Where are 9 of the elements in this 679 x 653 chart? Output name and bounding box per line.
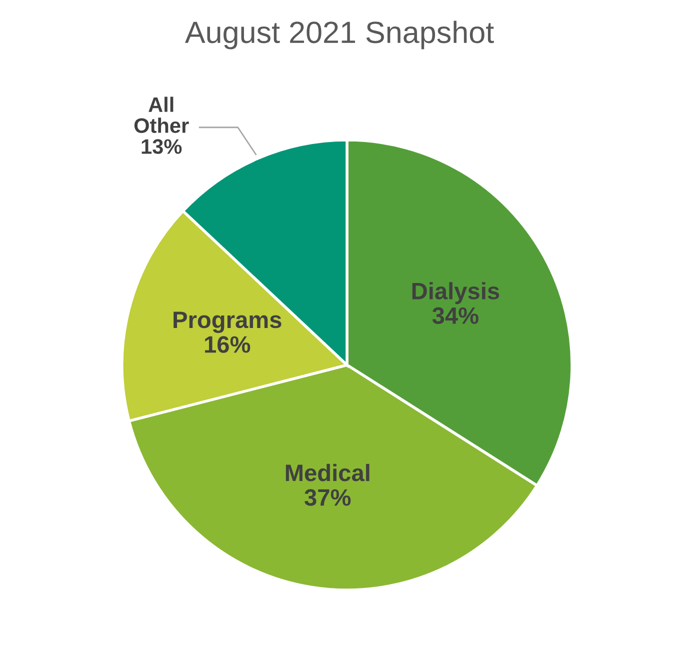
slice-label: Medical — [286, 464, 370, 482]
slice-label: Dialysis — [412, 282, 500, 304]
data-label: 16% — [204, 336, 250, 353]
slice-label: All Other — [134, 96, 189, 133]
chart-title: August 2021 Snapshot — [184, 20, 494, 50]
slice-label: Programs — [174, 312, 282, 333]
data-label: 13% — [142, 139, 182, 154]
data-label: 34% — [432, 307, 478, 324]
data-label: 37% — [304, 489, 351, 506]
